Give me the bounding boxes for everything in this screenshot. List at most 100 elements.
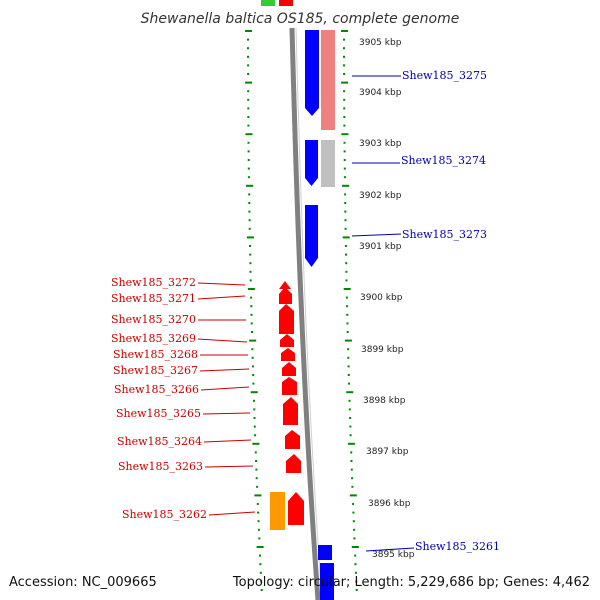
tick-mark	[344, 227, 347, 230]
tick-mark	[355, 580, 358, 583]
gene-label-shew185-3266[interactable]: Shew185_3266	[114, 383, 199, 396]
tick-mark	[247, 124, 250, 127]
gene-label-shew185-3272[interactable]: Shew185_3272	[111, 276, 196, 289]
gene-label-shew185-3265[interactable]: Shew185_3265	[116, 407, 201, 420]
gene-blue-bottom[interactable]	[320, 563, 334, 600]
tick-mark	[247, 38, 249, 41]
tick-mark	[247, 47, 249, 50]
gene-shew185-3265[interactable]	[283, 397, 298, 425]
gene-shew185-3268[interactable]	[281, 348, 295, 361]
tick-mark	[343, 116, 346, 118]
tick-mark	[256, 503, 259, 505]
tick-mark	[343, 176, 346, 179]
tick-mark	[247, 288, 255, 290]
tick-mark	[350, 460, 353, 462]
tick-mark	[342, 236, 350, 239]
tick-mark	[345, 262, 348, 265]
gene-shew185-3273[interactable]	[305, 205, 318, 267]
tick-mark	[353, 537, 356, 540]
tick-mark	[249, 270, 252, 273]
gene-label-shew185-3269[interactable]: Shew185_3269	[111, 332, 196, 345]
tick-mark	[247, 116, 250, 118]
leader-line-3269	[197, 338, 248, 343]
gene-gray-block[interactable]	[321, 140, 335, 187]
tick-mark	[259, 554, 261, 557]
tick-mark	[346, 305, 349, 308]
gene-label-shew185-3271[interactable]: Shew185_3271	[111, 292, 196, 305]
tick-mark	[247, 98, 250, 101]
tick-mark	[347, 365, 350, 368]
tick-mark	[346, 313, 349, 316]
gene-label-shew185-3270[interactable]: Shew185_3270	[111, 313, 196, 326]
tick-mark	[347, 356, 350, 359]
gene-label-shew185-3274[interactable]: Shew185_3274	[401, 154, 486, 167]
gene-shew185-3272[interactable]	[279, 281, 291, 289]
kbp-label-3900: 3900 kbp	[360, 293, 403, 303]
tick-mark	[343, 288, 351, 290]
gene-shew185-3271[interactable]	[279, 287, 292, 304]
tick-mark	[344, 210, 347, 213]
gene-shew185-3270[interactable]	[279, 304, 294, 334]
tick-mark	[345, 253, 347, 256]
tick-mark	[253, 399, 255, 402]
tick-mark	[344, 202, 347, 204]
tick-mark	[343, 107, 346, 110]
gene-pink-block[interactable]	[321, 30, 335, 130]
gene-shew185-3266[interactable]	[282, 377, 297, 395]
tick-mark	[351, 485, 354, 488]
tick-mark	[249, 279, 252, 282]
gene-shew185-3262[interactable]	[288, 492, 304, 525]
tick-mark	[251, 356, 254, 359]
tick-mark	[250, 313, 253, 316]
tick-mark	[247, 55, 249, 58]
tick-mark	[249, 262, 252, 265]
tick-mark	[348, 408, 351, 411]
tick-mark	[256, 546, 264, 548]
tick-mark	[343, 159, 346, 161]
gene-label-shew185-3275[interactable]: Shew185_3275	[402, 69, 487, 82]
gene-shew185-3275[interactable]	[305, 30, 319, 116]
gene-shew185-3263[interactable]	[286, 454, 301, 473]
tick-mark	[354, 571, 357, 574]
topology-text: Topology: circular; Length: 5,229,686 bp…	[232, 575, 590, 590]
kbp-label-3902: 3902 kbp	[359, 191, 402, 201]
tick-mark	[252, 382, 255, 385]
gene-label-shew185-3273[interactable]: Shew185_3273	[402, 228, 487, 241]
gene-label-shew185-3262[interactable]: Shew185_3262	[122, 508, 207, 521]
tick-mark	[250, 296, 253, 299]
tick-mark	[255, 460, 258, 462]
gene-shew185-3269[interactable]	[280, 334, 294, 347]
tick-mark	[343, 98, 346, 101]
partial-gene-red[interactable]	[279, 0, 293, 6]
gene-label-shew185-3267[interactable]: Shew185_3267	[113, 364, 198, 377]
gene-shew185-3274[interactable]	[305, 140, 318, 186]
leader-line-3263	[204, 465, 254, 468]
leader-line-3267	[199, 368, 250, 372]
tick-mark	[255, 477, 258, 480]
partial-gene-green[interactable]	[261, 0, 275, 6]
tick-mark	[352, 511, 355, 514]
tick-mark	[257, 520, 260, 523]
tick-mark	[248, 219, 251, 222]
gene-shew185-3261[interactable]	[318, 545, 332, 560]
gene-shew185-3267[interactable]	[282, 362, 296, 376]
gene-shew185-3264[interactable]	[285, 430, 300, 449]
tick-mark	[249, 339, 257, 342]
tick-mark	[352, 520, 355, 523]
tick-mark	[247, 150, 250, 153]
kbp-label-3899: 3899 kbp	[361, 345, 404, 355]
tick-mark	[344, 219, 347, 222]
gene-orange-block[interactable]	[270, 492, 285, 530]
gene-label-shew185-3261[interactable]: Shew185_3261	[415, 540, 500, 553]
tick-mark	[259, 571, 262, 574]
tick-mark	[352, 503, 355, 505]
kbp-label-3898: 3898 kbp	[363, 396, 406, 406]
tick-mark	[341, 30, 348, 32]
tick-mark	[247, 167, 250, 170]
gene-label-shew185-3264[interactable]: Shew185_3264	[117, 435, 202, 448]
gene-label-shew185-3268[interactable]: Shew185_3268	[113, 348, 198, 361]
tick-mark	[347, 374, 350, 376]
tick-mark	[248, 193, 251, 196]
gene-label-shew185-3263[interactable]: Shew185_3263	[118, 460, 203, 473]
